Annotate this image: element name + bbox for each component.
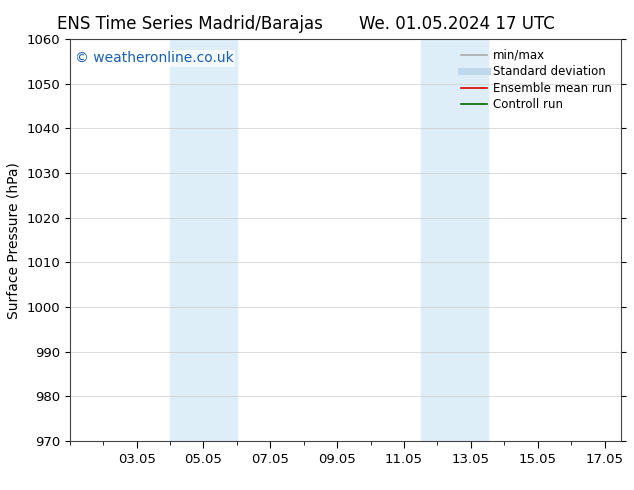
Legend: min/max, Standard deviation, Ensemble mean run, Controll run: min/max, Standard deviation, Ensemble me…: [458, 45, 616, 115]
Text: We. 01.05.2024 17 UTC: We. 01.05.2024 17 UTC: [359, 15, 554, 33]
Bar: [421, 39, 488, 441]
Y-axis label: Surface Pressure (hPa): Surface Pressure (hPa): [7, 162, 21, 318]
Text: ENS Time Series Madrid/Barajas: ENS Time Series Madrid/Barajas: [57, 15, 323, 33]
Bar: [170, 39, 237, 441]
Text: © weatheronline.co.uk: © weatheronline.co.uk: [75, 51, 234, 65]
